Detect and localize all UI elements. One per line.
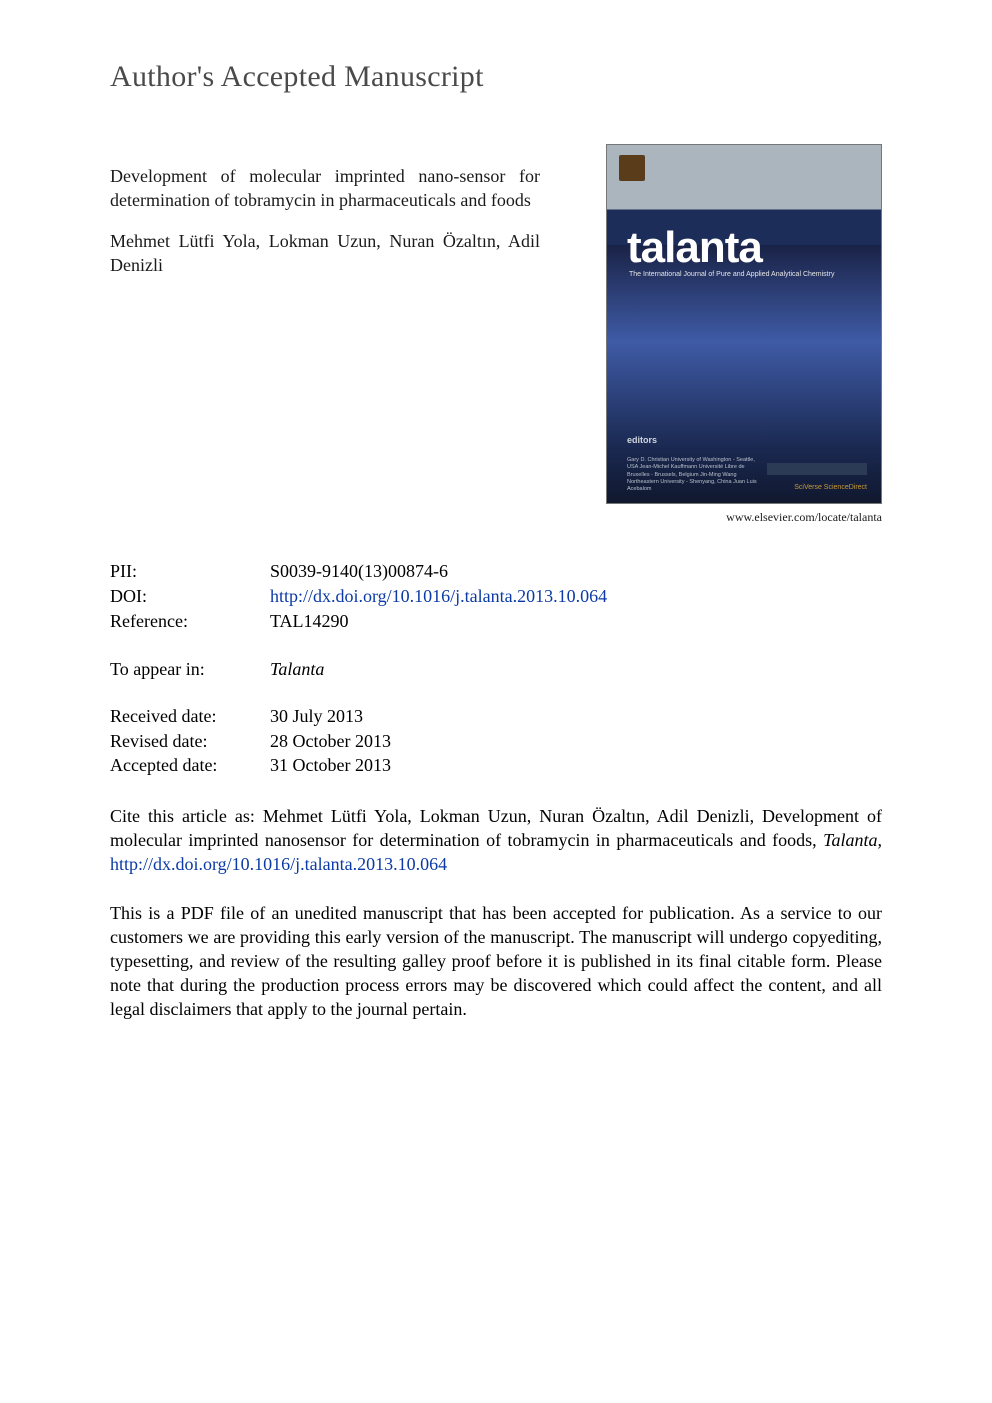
- pii-label: PII:: [110, 559, 270, 584]
- pii-row: PII: S0039-9140(13)00874-6: [110, 559, 882, 584]
- cover-editors-label: editors: [627, 435, 657, 445]
- cover-badge: [767, 463, 867, 475]
- appear-journal: Talanta: [270, 657, 324, 682]
- manuscript-header: Author's Accepted Manuscript: [110, 60, 882, 94]
- appear-row: To appear in: Talanta: [110, 657, 882, 682]
- citation-journal: Talanta,: [823, 830, 882, 850]
- notice-paragraph: This is a PDF file of an unedited manusc…: [110, 901, 882, 1022]
- metadata-block: PII: S0039-9140(13)00874-6 DOI: http://d…: [110, 559, 882, 1021]
- citation-paragraph: Cite this article as: Mehmet Lütfi Yola,…: [110, 804, 882, 876]
- doi-link[interactable]: http://dx.doi.org/10.1016/j.talanta.2013…: [270, 584, 607, 609]
- doi-label: DOI:: [110, 584, 270, 609]
- doi-row: DOI: http://dx.doi.org/10.1016/j.talanta…: [110, 584, 882, 609]
- cover-sciencedirect-label: SciVerse ScienceDirect: [794, 484, 867, 491]
- cover-editors-list: Gary D. Christian University of Washingt…: [627, 457, 757, 493]
- received-label: Received date:: [110, 704, 270, 729]
- accepted-row: Accepted date: 31 October 2013: [110, 753, 882, 778]
- article-authors: Mehmet Lütfi Yola, Lokman Uzun, Nuran Öz…: [110, 229, 540, 278]
- dates-block: Received date: 30 July 2013 Revised date…: [110, 704, 882, 778]
- cover-column: talanta The International Journal of Pur…: [592, 144, 882, 525]
- received-row: Received date: 30 July 2013: [110, 704, 882, 729]
- appear-label: To appear in:: [110, 657, 270, 682]
- article-title: Development of molecular imprinted nano-…: [110, 164, 540, 213]
- cover-journal-name: talanta: [627, 223, 861, 273]
- accepted-value: 31 October 2013: [270, 753, 391, 778]
- cover-caption-link[interactable]: www.elsevier.com/locate/talanta: [726, 510, 882, 525]
- title-authors-column: Development of molecular imprinted nano-…: [110, 144, 540, 277]
- elsevier-logo-icon: [619, 155, 645, 181]
- reference-row: Reference: TAL14290: [110, 609, 882, 634]
- top-row: Development of molecular imprinted nano-…: [110, 144, 882, 525]
- citation-prefix: Cite this article as: Mehmet Lütfi Yola,…: [110, 806, 882, 850]
- citation-link[interactable]: http://dx.doi.org/10.1016/j.talanta.2013…: [110, 854, 447, 874]
- cover-subtitle: The International Journal of Pure and Ap…: [629, 271, 861, 278]
- revised-value: 28 October 2013: [270, 729, 391, 754]
- revised-row: Revised date: 28 October 2013: [110, 729, 882, 754]
- reference-label: Reference:: [110, 609, 270, 634]
- received-value: 30 July 2013: [270, 704, 363, 729]
- accepted-label: Accepted date:: [110, 753, 270, 778]
- revised-label: Revised date:: [110, 729, 270, 754]
- reference-value: TAL14290: [270, 609, 349, 634]
- journal-cover: talanta The International Journal of Pur…: [606, 144, 882, 504]
- pii-value: S0039-9140(13)00874-6: [270, 559, 448, 584]
